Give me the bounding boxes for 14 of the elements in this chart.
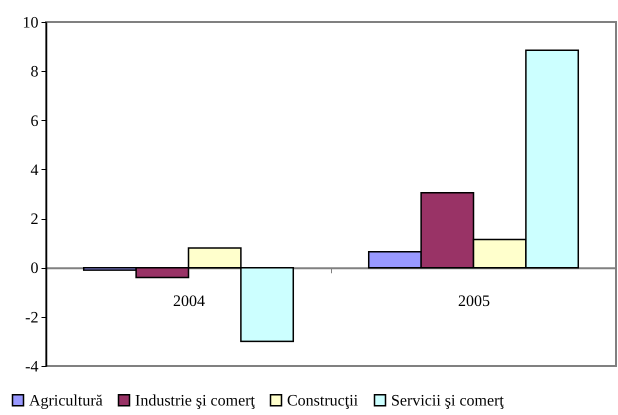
y-tick-label: 0 [30, 260, 38, 278]
x-tick-label: 2004 [173, 293, 205, 310]
y-tick-label: 6 [30, 112, 38, 130]
y-tick-label: 10 [22, 14, 38, 32]
y-tick-label: 2 [30, 211, 38, 228]
y-tick-label: 4 [30, 162, 38, 179]
y-tick-label: 8 [30, 64, 38, 81]
legend-label: Industrie şi comerţ [135, 392, 256, 410]
legend-label: Agricultură [29, 392, 103, 410]
y-tick-label: -4 [25, 358, 38, 376]
y-tick-label: -2 [25, 309, 38, 326]
legend-label: Construcţii [287, 392, 359, 410]
legend-label: Servicii şi comerţ [391, 392, 504, 410]
x-tick-label: 2005 [458, 293, 490, 310]
